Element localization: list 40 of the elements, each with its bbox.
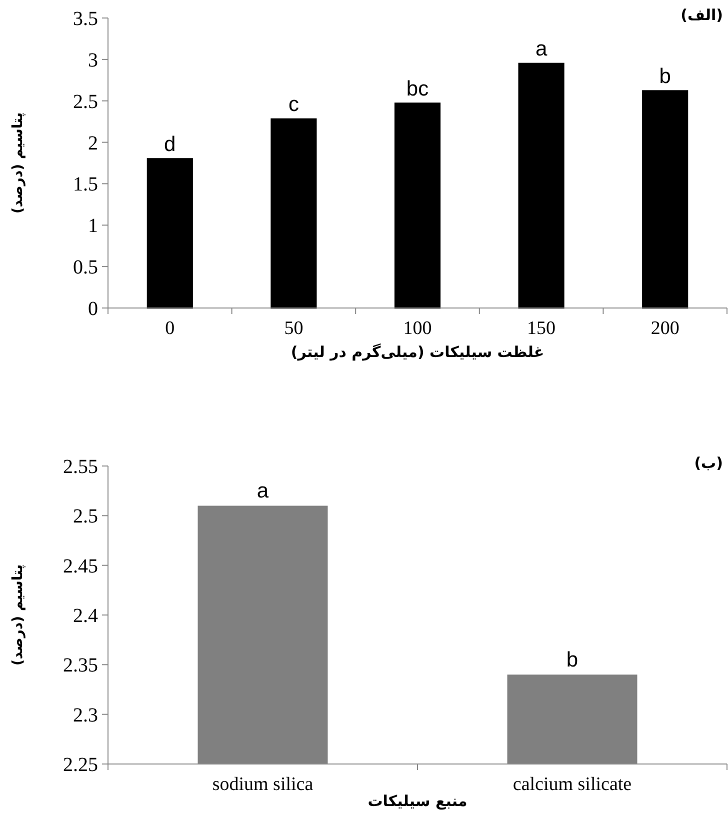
y-tick-label: 2.55 (63, 456, 98, 478)
y-axis-title: پتاسیم (درصد) (10, 564, 26, 666)
annotation: bc (406, 77, 429, 100)
x-tick-label: sodium silica (212, 774, 314, 795)
chart-title: (ب) (694, 454, 723, 472)
y-tick-label: 2.5 (73, 506, 98, 528)
bar (270, 118, 317, 309)
annotation: b (659, 64, 671, 88)
y-tick-label: 2.35 (63, 654, 98, 677)
y-tick-label: 1 (88, 215, 98, 238)
y-tick-label: 2.4 (73, 605, 98, 627)
bar (642, 90, 688, 309)
x-tick-label: calcium silicate (512, 774, 632, 795)
bar (146, 158, 193, 309)
x-tick-label: 200 (650, 318, 680, 339)
chart-title: (الف) (680, 6, 723, 24)
bar (394, 102, 441, 309)
x-axis-title: غلظت سیلیکات (میلی‌گرم در لیتر) (290, 343, 544, 361)
annotation: c (288, 93, 299, 116)
x-tick-label: 150 (527, 318, 556, 339)
y-tick-label: 1.5 (73, 174, 98, 196)
x-axis-title: منبع سیلیکات (368, 792, 468, 810)
y-tick-label: 2.5 (73, 90, 98, 113)
y-tick-label: 2.3 (73, 704, 98, 726)
annotation: a (535, 38, 548, 61)
annotation: d (164, 132, 176, 156)
y-tick-label: 3.5 (73, 8, 98, 30)
y-tick-label: 0.5 (73, 256, 98, 279)
annotation: b (566, 648, 578, 672)
y-tick-label: 0 (88, 298, 98, 320)
x-tick-label: 0 (165, 318, 175, 339)
x-tick-label: 100 (403, 318, 432, 339)
y-tick-label: 3 (88, 49, 98, 72)
y-tick-label: 2.25 (63, 754, 98, 776)
x-tick-label: 50 (284, 318, 304, 339)
y-tick-label: 2 (88, 132, 98, 154)
y-tick-label: 2.45 (63, 555, 98, 578)
y-axis-title: پتاسیم (درصد) (10, 112, 26, 214)
bar (518, 62, 564, 309)
annotation: a (256, 480, 269, 503)
